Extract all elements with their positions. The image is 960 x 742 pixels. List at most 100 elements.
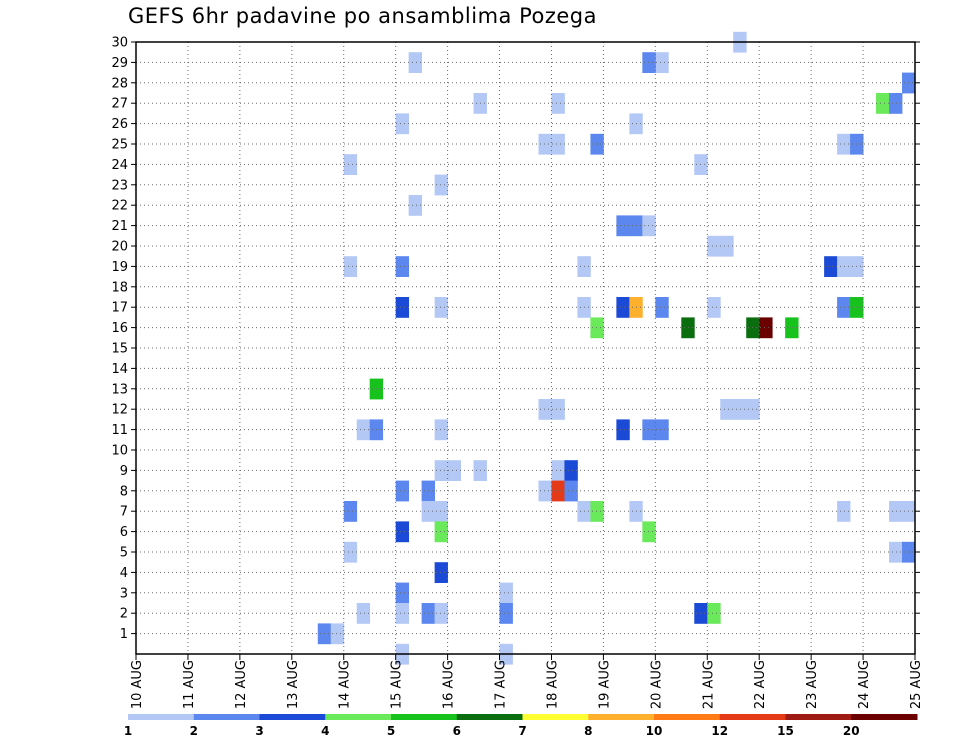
heatmap-cell <box>837 133 851 155</box>
y-tick-label: 19 <box>111 260 128 275</box>
heatmap-cell <box>343 154 358 175</box>
heatmap-cell <box>395 480 410 502</box>
colorbar-swatch <box>719 714 786 720</box>
colorbar-label: 7 <box>518 724 526 738</box>
heatmap-cell <box>642 521 656 543</box>
y-tick-label: 4 <box>120 566 128 581</box>
y-tick-label: 25 <box>111 138 128 153</box>
heatmap-cell <box>616 297 630 318</box>
colorbar-label: 4 <box>321 724 329 738</box>
heatmap-cell <box>499 582 513 604</box>
colorbar-label: 20 <box>843 724 860 738</box>
heatmap-cell <box>434 501 448 522</box>
heatmap-cell <box>551 133 565 155</box>
heatmap-cell <box>434 521 448 543</box>
heatmap-cell <box>343 501 358 522</box>
heatmap-cell <box>538 480 552 502</box>
heatmap-cell <box>642 52 656 73</box>
heatmap-cell <box>551 480 565 502</box>
heatmap-cell <box>720 235 734 257</box>
heatmap-cell <box>538 399 552 420</box>
y-tick-label: 23 <box>111 178 128 193</box>
y-tick-label: 22 <box>111 199 128 214</box>
heatmap-cell <box>616 419 630 441</box>
colorbar-swatch <box>785 714 852 720</box>
x-tick-label: 15 AUG <box>390 660 405 709</box>
colorbar-swatch <box>851 714 918 720</box>
heatmap-cell <box>785 317 799 339</box>
colorbar-label: 5 <box>387 724 395 738</box>
y-tick-label: 16 <box>111 321 128 336</box>
heatmap-cell <box>538 133 552 155</box>
heatmap-cell <box>759 317 773 339</box>
colorbar: 1 2 3 4 5 6 7 8 10 12 15 20 <box>124 714 918 738</box>
y-tick-label: 13 <box>111 382 128 397</box>
heatmap-cell <box>330 623 345 645</box>
y-tick-label: 29 <box>111 56 128 71</box>
x-tick-label: 13 AUG <box>286 660 301 709</box>
y-tick-label: 5 <box>120 546 128 561</box>
heatmap-cell <box>707 603 721 624</box>
heatmap-cell <box>356 419 371 441</box>
heatmap-cell <box>616 215 630 237</box>
y-tick-label: 18 <box>111 280 128 295</box>
colorbar-label: 15 <box>777 724 794 738</box>
x-tick-label: 23 AUG <box>805 660 820 709</box>
colorbar-swatch <box>128 714 195 720</box>
y-tick-label: 21 <box>111 219 128 234</box>
heatmap-cell <box>590 133 604 155</box>
chart-title: GEFS 6hr padavine po ansamblima Pozega <box>128 4 598 28</box>
colorbar-swatch <box>522 714 589 720</box>
heatmap-cell <box>551 93 565 114</box>
grid-lines <box>136 41 915 654</box>
colorbar-label: 1 <box>124 724 132 738</box>
heatmap-cell <box>434 297 448 318</box>
heatmap-cell <box>642 419 656 441</box>
y-axis: 1234567891011121314151617181920212223242… <box>111 36 920 642</box>
y-tick-label: 15 <box>111 342 128 357</box>
heatmap-cell <box>733 399 747 420</box>
x-tick-label: 12 AUG <box>234 660 249 709</box>
heatmap-cell <box>720 399 734 420</box>
heatmap-cell <box>655 52 669 73</box>
y-tick-label: 9 <box>120 464 128 479</box>
heatmap-cell <box>707 297 721 318</box>
colorbar-swatch <box>259 714 326 720</box>
colorbar-label: 6 <box>453 724 461 738</box>
y-tick-label: 7 <box>120 505 128 520</box>
y-tick-label: 30 <box>111 36 128 51</box>
heatmap-cell <box>434 174 448 196</box>
y-tick-label: 3 <box>120 586 128 601</box>
heatmap-cell <box>499 603 513 624</box>
x-tick-label: 10 AUG <box>130 660 145 709</box>
colorbar-swatch <box>325 714 392 720</box>
y-tick-label: 11 <box>111 423 128 438</box>
x-tick-label: 19 AUG <box>597 660 612 709</box>
heatmap-cell <box>408 195 423 216</box>
heatmap-cell <box>395 603 410 624</box>
heatmap-cell <box>707 235 721 257</box>
y-tick-label: 1 <box>120 627 128 642</box>
x-tick-label: 24 AUG <box>857 660 872 709</box>
colorbar-swatch <box>391 714 458 720</box>
heatmap-cell <box>434 562 448 583</box>
colorbar-swatch <box>456 714 523 720</box>
colorbar-label: 8 <box>584 724 592 738</box>
heatmap-cell <box>824 256 838 277</box>
colorbar-swatch <box>193 714 260 720</box>
y-tick-label: 10 <box>111 444 128 459</box>
heatmap-cell <box>564 480 578 502</box>
heatmap-cell <box>395 256 410 277</box>
heatmap-cell <box>395 582 410 604</box>
heatmap-cell <box>681 317 695 339</box>
x-tick-label: 18 AUG <box>545 660 560 709</box>
heatmap-cell <box>655 419 669 441</box>
heatmap-cell <box>551 460 565 481</box>
x-tick-label: 20 AUG <box>649 660 664 709</box>
y-tick-label: 6 <box>120 525 128 540</box>
colorbar-swatch <box>588 714 655 720</box>
heatmap-cell <box>434 603 448 624</box>
x-tick-label: 21 AUG <box>701 660 716 709</box>
y-tick-label: 2 <box>120 607 128 622</box>
